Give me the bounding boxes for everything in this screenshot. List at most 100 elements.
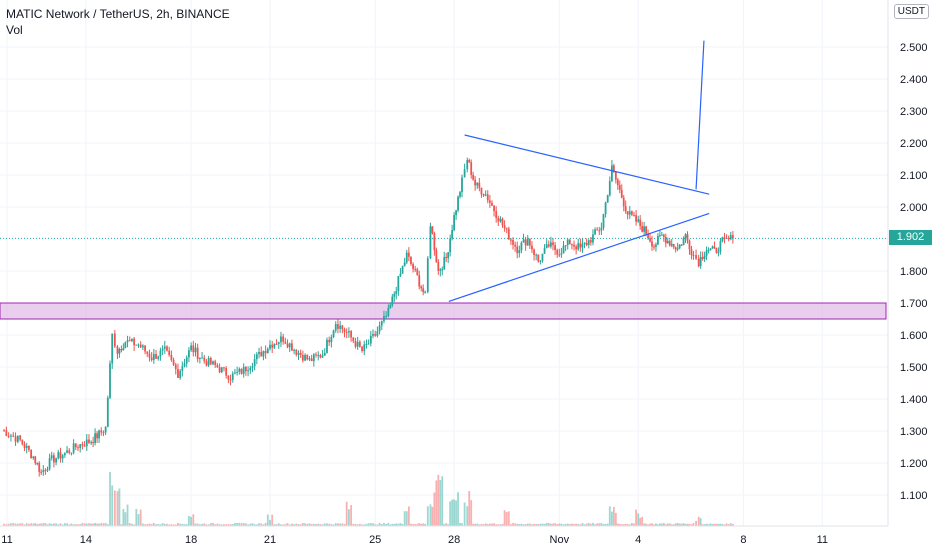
candle-body [282, 336, 285, 342]
volume-bar [68, 524, 71, 526]
volume-bar [269, 520, 271, 526]
projection-line[interactable] [695, 40, 705, 190]
candle-body [437, 261, 440, 271]
x-tick-label: 21 [264, 534, 276, 546]
candle-body [616, 179, 619, 186]
volume-bar [715, 523, 718, 526]
candle-body [242, 367, 245, 374]
candle-body [522, 239, 525, 243]
volume-bar [315, 524, 317, 526]
volume-bar [225, 524, 228, 526]
candle-body [174, 364, 177, 370]
volume-bar [223, 524, 225, 526]
candle-body [332, 330, 335, 338]
price-axis[interactable]: 2.5002.4002.3002.2002.1002.0001.9001.800… [900, 42, 928, 502]
volume-bar [672, 524, 675, 526]
candle-body [68, 450, 71, 453]
candle-body [116, 346, 119, 354]
volume-bar [218, 524, 221, 526]
volume-bar [729, 523, 732, 526]
upper-trendline[interactable] [464, 134, 710, 195]
candle-body [686, 234, 689, 241]
currency-badge[interactable]: USDT [893, 4, 929, 19]
x-tick-label: 14 [80, 534, 92, 546]
volume-bar [510, 524, 512, 526]
candle-body [643, 226, 646, 232]
candle-body [566, 239, 569, 246]
candle-body [36, 462, 39, 464]
lower-trendline[interactable] [448, 212, 710, 302]
candle-body [304, 354, 306, 361]
volume-bar [614, 512, 617, 526]
candle-body [562, 245, 565, 254]
volume-bar [403, 511, 406, 526]
volume-bar [46, 524, 49, 526]
trendlines[interactable] [448, 40, 710, 302]
candle-body [424, 291, 427, 293]
candle-body [66, 450, 68, 453]
candle-body [472, 174, 475, 180]
candle-body [109, 363, 111, 398]
candle-body [96, 433, 98, 439]
volume-bar [401, 524, 404, 526]
candle-body [639, 219, 642, 226]
candle-body [269, 344, 271, 349]
candle-body [568, 239, 571, 245]
candle-body [297, 352, 300, 355]
volume-bar [343, 523, 346, 526]
candle-body [214, 361, 217, 366]
candle-body [476, 182, 479, 186]
volume-bar [575, 523, 578, 526]
volume-bar [48, 523, 51, 526]
volume-bar [369, 523, 372, 526]
candle-body [620, 189, 623, 198]
candle-body [499, 218, 502, 222]
volume-bar [690, 524, 693, 526]
candle-body [63, 452, 66, 456]
candle-body [308, 358, 311, 360]
candle-body [641, 225, 644, 232]
candle-body [453, 215, 455, 231]
candle-body [163, 346, 166, 349]
candle-body [146, 351, 149, 354]
candle-body [46, 469, 49, 471]
candle-body [194, 347, 197, 353]
volume-bar [600, 523, 603, 526]
volume-bar [137, 514, 140, 526]
volume-bar [645, 523, 647, 526]
support-zone[interactable] [0, 302, 887, 320]
candle-body [699, 257, 702, 267]
candle-body [474, 179, 477, 186]
candle-body [651, 241, 653, 247]
volume-bar [310, 524, 313, 526]
volume-bar [376, 524, 379, 526]
volume-bar [505, 512, 508, 526]
volume-bar [42, 523, 45, 526]
candle-body [55, 458, 57, 463]
volume-bar [339, 523, 342, 526]
candle-body [573, 244, 575, 247]
volume-bar [389, 524, 392, 526]
candle-body [16, 435, 19, 442]
candle-body [422, 288, 425, 293]
candle-body [539, 260, 542, 262]
volume-bar [635, 509, 637, 526]
volume-bar [133, 524, 136, 526]
time-axis[interactable]: 11 14 18 21 25 28 Nov 4 8 11 [1, 534, 828, 546]
volume-bar [526, 523, 529, 526]
candle-body [249, 367, 252, 371]
candle-body [512, 239, 514, 245]
x-tick-label: 25 [369, 534, 381, 546]
volume-bar [7, 523, 10, 526]
candle-body [486, 194, 489, 201]
volume-bar [709, 523, 712, 526]
candle-body [547, 244, 550, 247]
candle-body [596, 229, 599, 231]
candle-body [662, 234, 665, 238]
candle-body [150, 357, 153, 360]
candle-body [12, 435, 15, 437]
volume-bar [92, 523, 95, 526]
